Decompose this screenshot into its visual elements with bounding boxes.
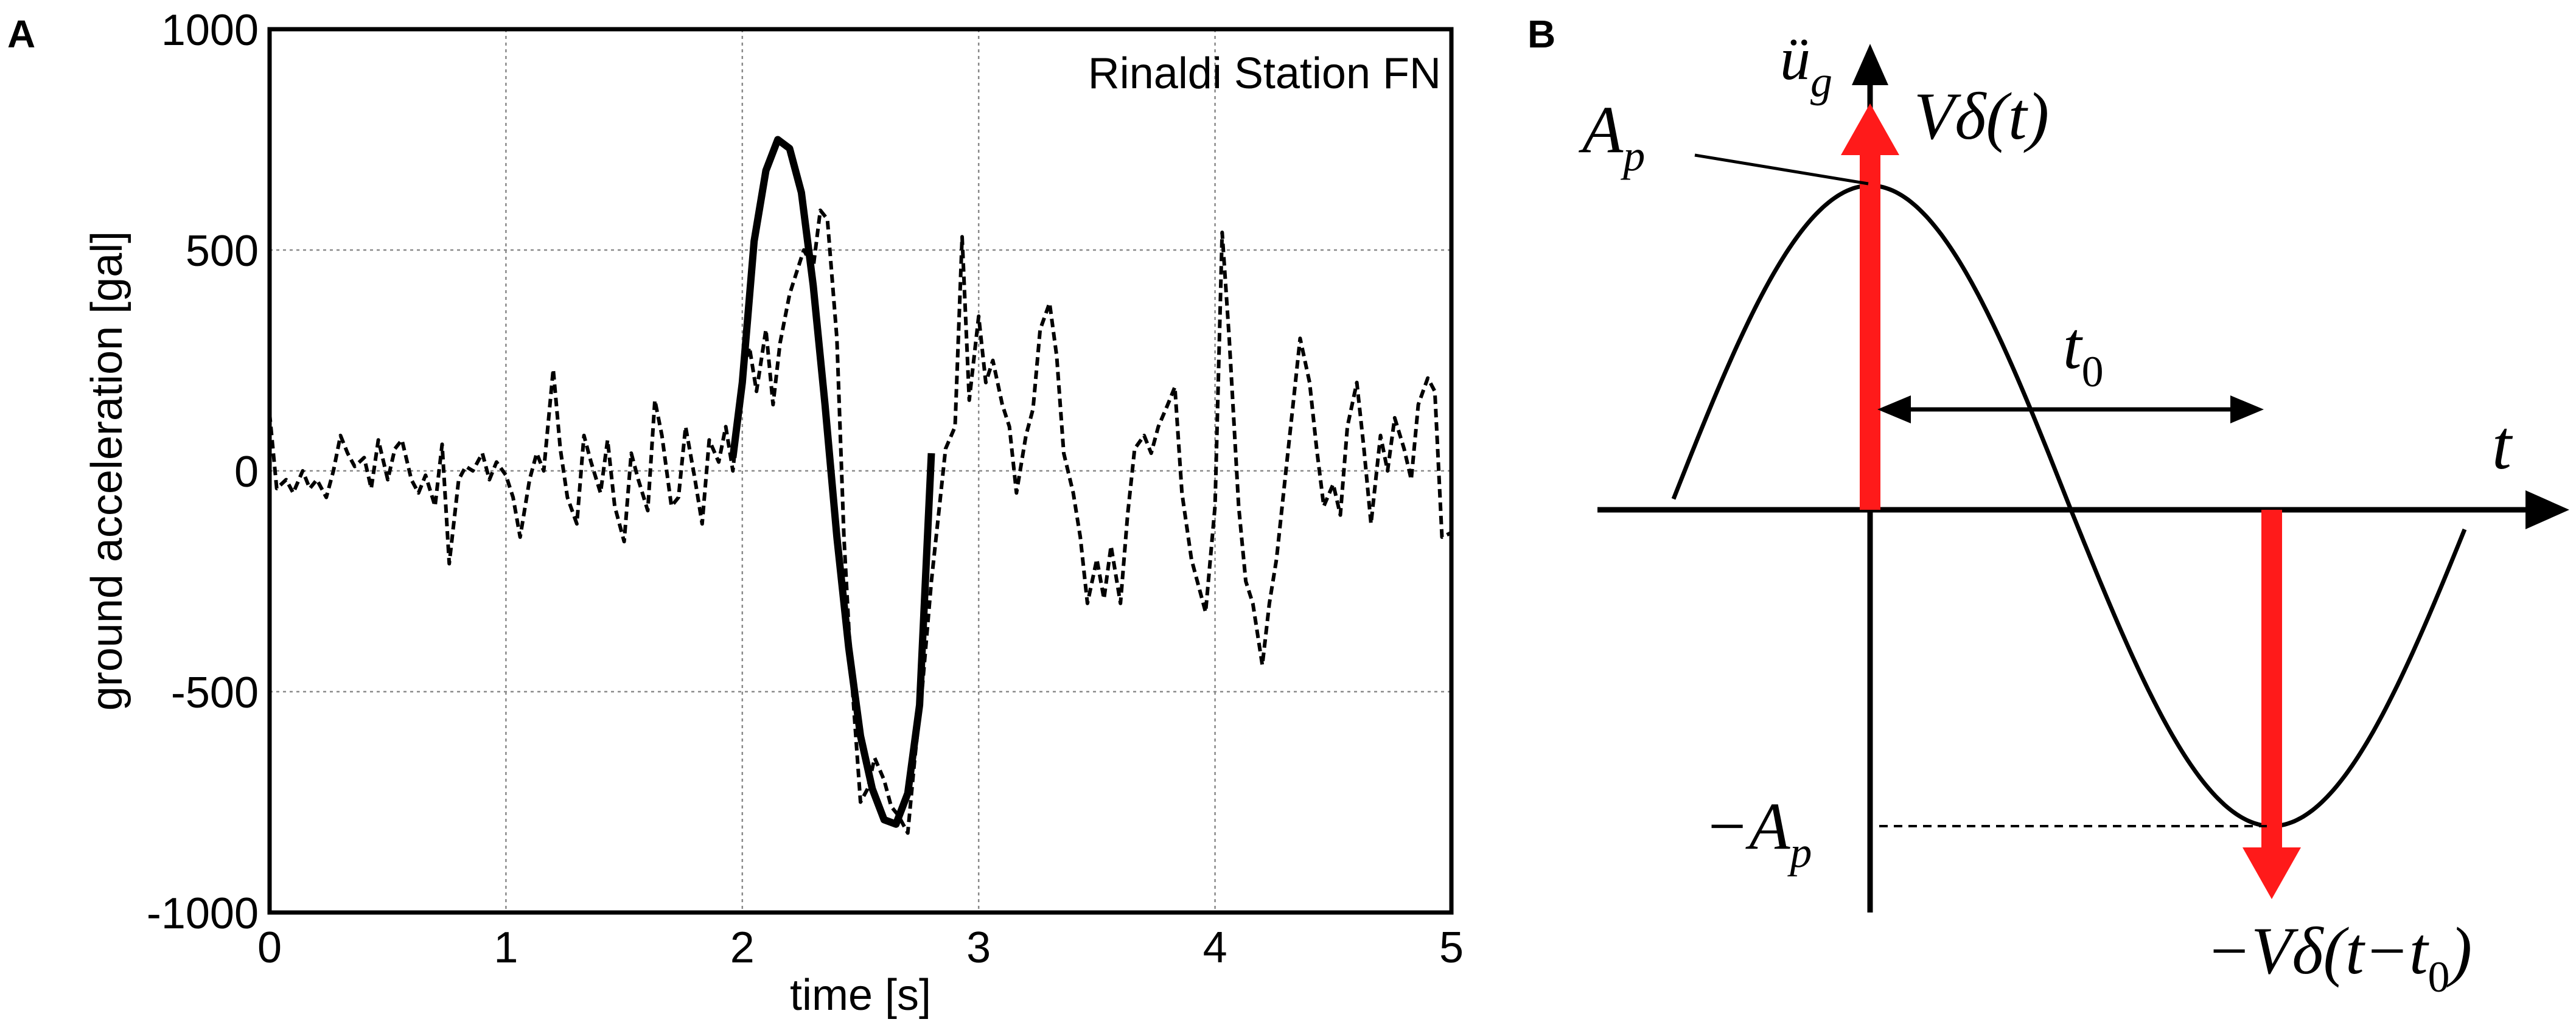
negative-impulse-arrowhead — [2243, 847, 2301, 899]
panel-b-label: B — [1527, 12, 1555, 56]
pulse-curve — [1671, 183, 2467, 829]
y-tick-label: 1000 — [161, 6, 259, 55]
panel-a-label: A — [7, 12, 35, 56]
annotation-station: Rinaldi Station FN — [1088, 49, 1441, 98]
x-tick-label: 5 — [1439, 923, 1464, 972]
plot-frame — [267, 27, 1454, 915]
x-tick-label: 3 — [966, 923, 991, 972]
positive-impulse-label: Vδ(t) — [1914, 79, 2049, 153]
y-tick-labels: -1000 -500 0 500 1000 — [147, 6, 259, 938]
negative-impulse-label: −Vδ(t−t0) — [2206, 914, 2472, 1001]
acceleration-axis-arrowhead — [1852, 44, 1888, 85]
peak-subscript: p — [1620, 131, 1645, 180]
y-axis-subscript: g — [1810, 57, 1832, 106]
x-axis-label: time [s] — [790, 971, 931, 1020]
y-axis-label: ground acceleration [gal] — [83, 231, 131, 711]
panel-a: A 0 1 2 3 4 5 -1000 -500 0 500 1000 Rinaldi Stati… — [7, 6, 1464, 1020]
x-tick-labels: 0 1 2 3 4 5 — [257, 923, 1464, 972]
interval-label: t0 — [2063, 308, 2104, 396]
negative-impulse-shaft — [2261, 510, 2282, 850]
trough-subscript: p — [1787, 828, 1812, 877]
series-pulse-fit-solid — [729, 136, 935, 828]
time-axis-arrowhead — [2525, 490, 2569, 529]
x-tick-label: 4 — [1203, 923, 1227, 972]
positive-impulse-arrowhead — [1841, 103, 1899, 155]
series-recorded-dashed — [268, 208, 1453, 835]
positive-impulse-shaft — [1860, 146, 1880, 510]
x-tick-label: 1 — [494, 923, 518, 972]
y-axis-symbol: üg — [1780, 25, 1832, 106]
interval-subscript: 0 — [2082, 347, 2104, 396]
y-tick-label: 0 — [234, 448, 259, 496]
peak-label: Ap — [1578, 92, 1645, 180]
peak-leader-line — [1694, 153, 1869, 186]
interval-arrowhead-right — [2230, 395, 2264, 423]
y-tick-label: 500 — [186, 227, 259, 276]
time-axis-symbol: t — [2492, 406, 2513, 484]
y-tick-label: -1000 — [147, 889, 259, 938]
interval-arrowhead-left — [1877, 395, 1911, 423]
negative-impulse-subscript: 0 — [2428, 953, 2450, 1001]
x-tick-label: 0 — [257, 923, 282, 972]
panel-b: B üg Vδ(t) Ap t0 t −Ap −Vδ(t−t0) — [1527, 12, 2569, 1001]
y-tick-label: -500 — [171, 669, 259, 717]
x-tick-label: 2 — [730, 923, 755, 972]
trough-label: −Ap — [1704, 789, 1812, 877]
series-group — [268, 136, 1453, 835]
grid — [268, 28, 1453, 914]
